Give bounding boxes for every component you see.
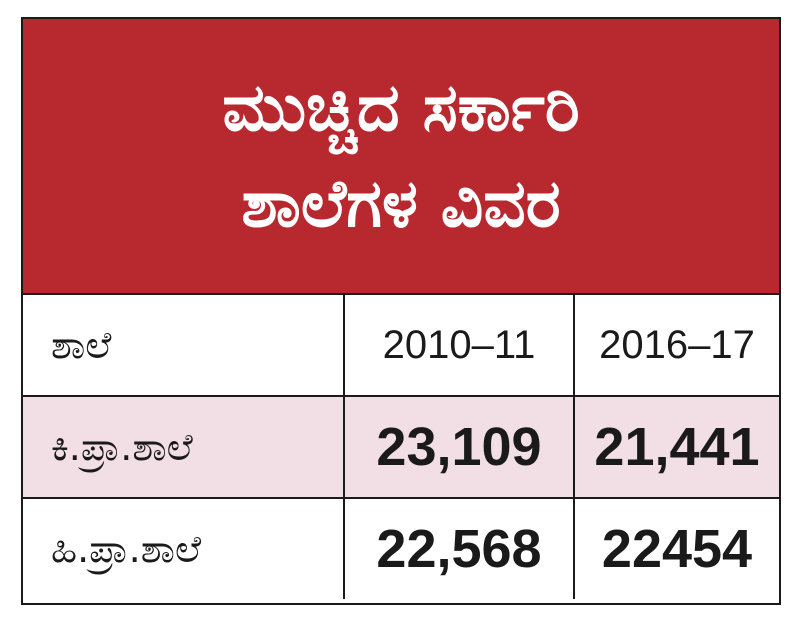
- cell: 22,568: [343, 497, 575, 599]
- header-cell: ಶಾಲೆ: [23, 295, 345, 397]
- row-label: ಕಿ.ಪ್ರಾ.ಶಾಲೆ: [23, 395, 345, 499]
- table-row: ಹಿ.ಪ್ರಾ.ಶಾಲೆ 22,568 22454: [23, 497, 779, 599]
- row-label: ಹಿ.ಪ್ರಾ.ಶಾಲೆ: [23, 497, 345, 599]
- header-cell: 2010–11: [343, 295, 575, 397]
- table: ಶಾಲೆ 2010–11 2016–17 ಕಿ.ಪ್ರಾ.ಶಾಲೆ 23,109…: [23, 295, 779, 599]
- header-row: ಶಾಲೆ 2010–11 2016–17: [23, 295, 779, 397]
- cell: 22454: [573, 497, 779, 599]
- table-row: ಕಿ.ಪ್ರಾ.ಶಾಲೆ 23,109 21,441: [23, 395, 779, 499]
- title-line: ಮುಚ್ಚಿದ ಸರ್ಕಾರಿ: [222, 69, 580, 146]
- table-frame: ಮುಚ್ಚಿದ ಸರ್ಕಾರಿ ಶಾಲೆಗಳ ವಿವರ ಶಾಲೆ 2010–11…: [21, 17, 781, 605]
- header-cell: 2016–17: [573, 295, 779, 397]
- cell: 23,109: [343, 395, 575, 499]
- title-banner: ಮುಚ್ಚಿದ ಸರ್ಕಾರಿ ಶಾಲೆಗಳ ವಿವರ: [23, 19, 779, 295]
- cell: 21,441: [573, 395, 779, 499]
- title-line: ಶಾಲೆಗಳ ವಿವರ: [241, 165, 561, 242]
